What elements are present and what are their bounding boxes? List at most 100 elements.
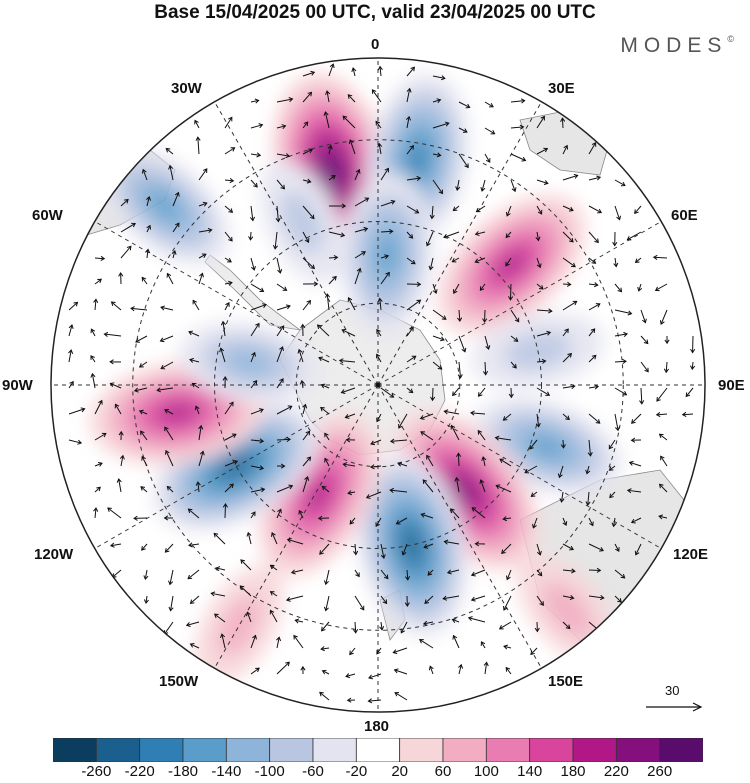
wind-vector-head: [599, 547, 605, 552]
wind-vector: [614, 595, 622, 603]
wind-vector: [562, 328, 569, 337]
wind-vector: [302, 281, 319, 287]
wind-vector-shaft: [432, 99, 441, 103]
wind-vector: [302, 121, 309, 129]
wind-vector-head: [255, 667, 260, 673]
wind-vector-head: [324, 432, 329, 438]
wind-vector: [664, 335, 670, 345]
wind-vector-head: [213, 532, 219, 538]
wind-vector-head: [622, 390, 628, 396]
wind-vector-shaft: [276, 98, 293, 103]
wind-vector: [276, 283, 288, 291]
wind-vector-head: [416, 299, 422, 305]
wind-vector-shaft: [588, 595, 604, 599]
wind-vector-head: [347, 490, 352, 496]
wind-vector: [94, 399, 103, 415]
anomaly-region: [280, 191, 324, 253]
wind-vector: [614, 309, 633, 316]
wind-vector-head: [405, 115, 412, 121]
wind-vector-shaft: [146, 249, 149, 259]
wind-vector: [156, 387, 174, 393]
wind-vector: [146, 224, 152, 233]
wind-vector: [140, 486, 148, 493]
wind-vector: [168, 569, 174, 586]
wind-vector: [458, 127, 468, 133]
wind-vector-head: [376, 417, 381, 423]
wind-vector: [406, 387, 414, 394]
map-title: Base 15/04/2025 00 UTC, valid 23/04/2025…: [154, 2, 596, 23]
anomaly-region: [407, 142, 428, 177]
wind-vector-shaft: [165, 450, 174, 467]
wind-vector: [285, 595, 304, 602]
wind-vector: [320, 383, 330, 389]
wind-vector-head: [620, 573, 626, 579]
wind-vector: [432, 179, 444, 195]
wind-vector-head: [457, 317, 463, 323]
wind-vector: [442, 595, 460, 601]
wind-vector-head: [279, 346, 284, 351]
wind-vector-shaft: [406, 205, 419, 214]
colorbar-swatch: [572, 738, 617, 762]
wind-vector: [471, 507, 486, 519]
wind-vector: [398, 413, 408, 429]
wind-vector-head: [626, 488, 632, 494]
anomaly-region: [323, 156, 342, 185]
wind-vector-shaft: [379, 66, 382, 77]
wind-vector: [380, 167, 389, 181]
wind-vector: [250, 123, 264, 129]
wind-vector-head: [404, 602, 410, 607]
wind-vector-head: [141, 168, 147, 174]
wind-vector-shaft: [94, 400, 103, 415]
wind-vector-shaft: [354, 621, 357, 633]
wind-vector-head: [346, 697, 352, 703]
wind-vector: [458, 335, 467, 353]
wind-vector-shaft: [192, 382, 200, 389]
wind-vector: [120, 198, 129, 207]
wind-vector-head: [348, 139, 354, 145]
wind-vector-shaft: [250, 304, 267, 311]
wind-vector-head: [109, 542, 115, 548]
wind-vector-shaft: [453, 635, 460, 649]
wind-vector: [141, 276, 148, 285]
wind-vector-head: [240, 559, 245, 564]
wind-vector: [658, 433, 668, 441]
wind-vector-shaft: [588, 355, 597, 363]
wind-vector-head: [370, 440, 376, 446]
wind-vector-head: [398, 423, 403, 429]
wind-vector-head: [503, 605, 508, 611]
wind-vector: [377, 142, 383, 155]
wind-vector-head: [423, 543, 429, 549]
wind-vector-shaft: [328, 63, 334, 77]
wind-vector: [276, 508, 282, 519]
wind-vector-head: [90, 355, 95, 360]
wind-vector-head: [591, 354, 597, 360]
wind-vector-shaft: [691, 361, 694, 370]
wind-vector-shaft: [142, 169, 148, 181]
wind-vector: [536, 543, 542, 556]
wind-vector-head: [566, 281, 572, 287]
wind-vector-head: [344, 414, 350, 419]
wind-vector-shaft: [536, 360, 546, 363]
wind-vector: [349, 647, 356, 656]
wind-vector: [194, 119, 200, 129]
wind-vector: [276, 153, 291, 159]
wind-vector-shaft: [276, 438, 291, 441]
modes-logo-mark: ©: [727, 34, 734, 44]
wind-vector: [90, 372, 96, 389]
wind-vector: [107, 507, 122, 519]
wind-vector-shaft: [345, 673, 356, 677]
wind-vector-shaft: [164, 409, 174, 415]
wind-vector-head: [560, 117, 566, 122]
wind-vector: [354, 267, 362, 285]
wind-vector-shaft: [224, 257, 232, 263]
wind-vector-shaft: [146, 196, 150, 207]
wind-vector-shaft: [457, 453, 460, 467]
wind-vector-head: [285, 596, 291, 602]
wind-vector-head: [323, 111, 329, 116]
wind-vector-head: [530, 650, 535, 656]
wind-vector: [68, 301, 79, 311]
wind-vector: [450, 424, 460, 441]
wind-vector: [406, 299, 422, 311]
wind-vector: [191, 382, 200, 389]
wind-vector: [501, 543, 512, 555]
